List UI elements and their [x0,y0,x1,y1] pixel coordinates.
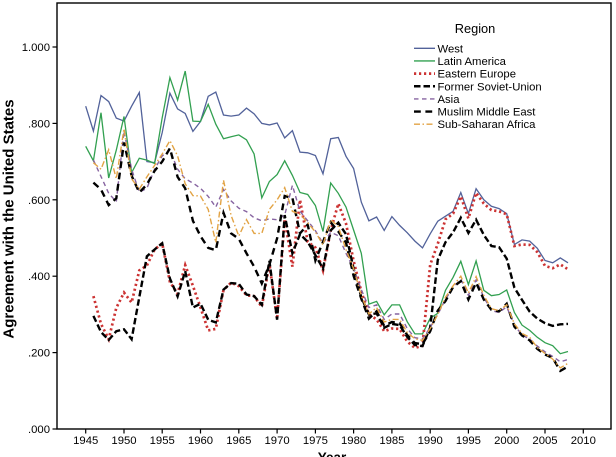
svg-text:1955: 1955 [150,435,175,447]
svg-text:1945: 1945 [73,435,98,447]
svg-text:1980: 1980 [341,435,366,447]
svg-text:.600: .600 [28,195,50,207]
svg-text:1965: 1965 [226,435,251,447]
svg-text:1975: 1975 [303,435,328,447]
svg-text:Asia: Asia [438,94,461,106]
svg-text:.400: .400 [28,271,50,283]
svg-text:1960: 1960 [188,435,213,447]
svg-text:.800: .800 [28,118,50,130]
svg-text:1970: 1970 [265,435,290,447]
svg-text:Year: Year [318,450,347,457]
svg-text:.200: .200 [28,348,50,360]
svg-text:1.000: 1.000 [22,42,50,54]
svg-text:Eastern Europe: Eastern Europe [438,69,517,81]
svg-text:2005: 2005 [532,435,557,447]
svg-text:Agreement with the United Stat: Agreement with the United States [1,99,18,338]
svg-text:1950: 1950 [111,435,136,447]
svg-text:Region: Region [455,21,496,36]
svg-text:Latin America: Latin America [438,56,507,68]
svg-text:1985: 1985 [379,435,404,447]
svg-text:2010: 2010 [571,435,596,447]
svg-text:Sub-Saharan Africa: Sub-Saharan Africa [438,119,537,131]
svg-text:Former Soviet-Union: Former Soviet-Union [438,81,542,93]
svg-text:2000: 2000 [494,435,519,447]
svg-text:West: West [438,43,464,55]
svg-text:.000: .000 [28,424,50,436]
svg-text:1995: 1995 [456,435,481,447]
svg-text:1990: 1990 [418,435,443,447]
svg-text:Muslim Middle East: Muslim Middle East [438,107,537,119]
